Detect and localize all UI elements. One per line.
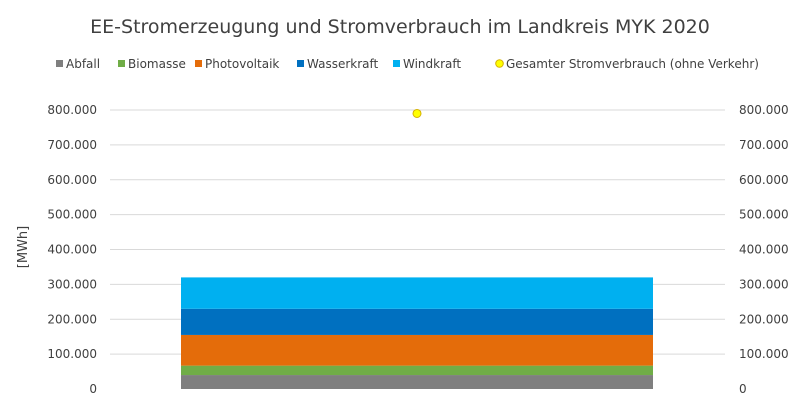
y-tick-label-left: 100.000 bbox=[47, 347, 97, 361]
legend-label-biomasse: Biomasse bbox=[128, 57, 186, 71]
bar-segment-abfall bbox=[181, 375, 653, 389]
y-tick-label-left: 700.000 bbox=[47, 138, 97, 152]
y-tick-label-left: 0 bbox=[89, 382, 97, 396]
y-axis-left: 0 100.000 200.000 300.000 400.000 500.000 600.… bbox=[47, 103, 97, 396]
legend-label-windkraft: Windkraft bbox=[403, 57, 461, 71]
bar-segment-biomasse bbox=[181, 365, 653, 376]
legend-label-wasserkraft: Wasserkraft bbox=[307, 57, 379, 71]
y-tick-label-right: 200.000 bbox=[739, 312, 789, 326]
chart-title: EE-Stromerzeugung und Stromverbrauch im … bbox=[90, 16, 710, 38]
legend-marker-windkraft bbox=[393, 60, 400, 67]
y-axis-label: [MWh] bbox=[16, 226, 31, 268]
y-tick-label-left: 800.000 bbox=[47, 103, 97, 117]
y-tick-label-right: 300.000 bbox=[739, 277, 789, 291]
y-tick-label-right: 700.000 bbox=[739, 138, 789, 152]
y-tick-label-left: 200.000 bbox=[47, 312, 97, 326]
legend-marker-biomasse bbox=[118, 60, 125, 67]
stacked-bar bbox=[181, 277, 653, 389]
y-tick-label-right: 800.000 bbox=[739, 103, 789, 117]
y-tick-label-right: 500.000 bbox=[739, 208, 789, 222]
legend-marker-wasserkraft bbox=[297, 60, 304, 67]
bar-segment-windkraft bbox=[181, 277, 653, 309]
bar-segment-wasserkraft bbox=[181, 308, 653, 335]
legend-marker-gesamter-stromverbrauch-ohne-verkehr bbox=[495, 59, 504, 68]
y-tick-label-right: 600.000 bbox=[739, 173, 789, 187]
y-tick-label-right: 100.000 bbox=[739, 347, 789, 361]
points bbox=[412, 108, 422, 118]
y-axis-right: 0 100.000 200.000 300.000 400.000 500.000 600.… bbox=[739, 103, 789, 396]
legend-marker-photovoltaik bbox=[195, 60, 202, 67]
y-tick-label-left: 600.000 bbox=[47, 173, 97, 187]
point-gesamter-stromverbrauch-ohne-verkehr bbox=[412, 108, 422, 118]
legend: Abfall Biomasse Photovoltaik Wasserkraft Win… bbox=[56, 57, 759, 71]
y-tick-label-left: 300.000 bbox=[47, 277, 97, 291]
legend-label-photovoltaik: Photovoltaik bbox=[205, 57, 279, 71]
legend-marker-abfall bbox=[56, 60, 63, 67]
y-tick-label-right: 0 bbox=[739, 382, 747, 396]
y-tick-label-right: 400.000 bbox=[739, 243, 789, 257]
bar-segment-photovoltaik bbox=[181, 334, 653, 366]
legend-label-gesamter-stromverbrauch-ohne-verkehr: Gesamter Stromverbrauch (ohne Verkehr) bbox=[506, 57, 759, 71]
legend-label-abfall: Abfall bbox=[66, 57, 100, 71]
y-tick-label-left: 400.000 bbox=[47, 243, 97, 257]
y-tick-label-left: 500.000 bbox=[47, 208, 97, 222]
